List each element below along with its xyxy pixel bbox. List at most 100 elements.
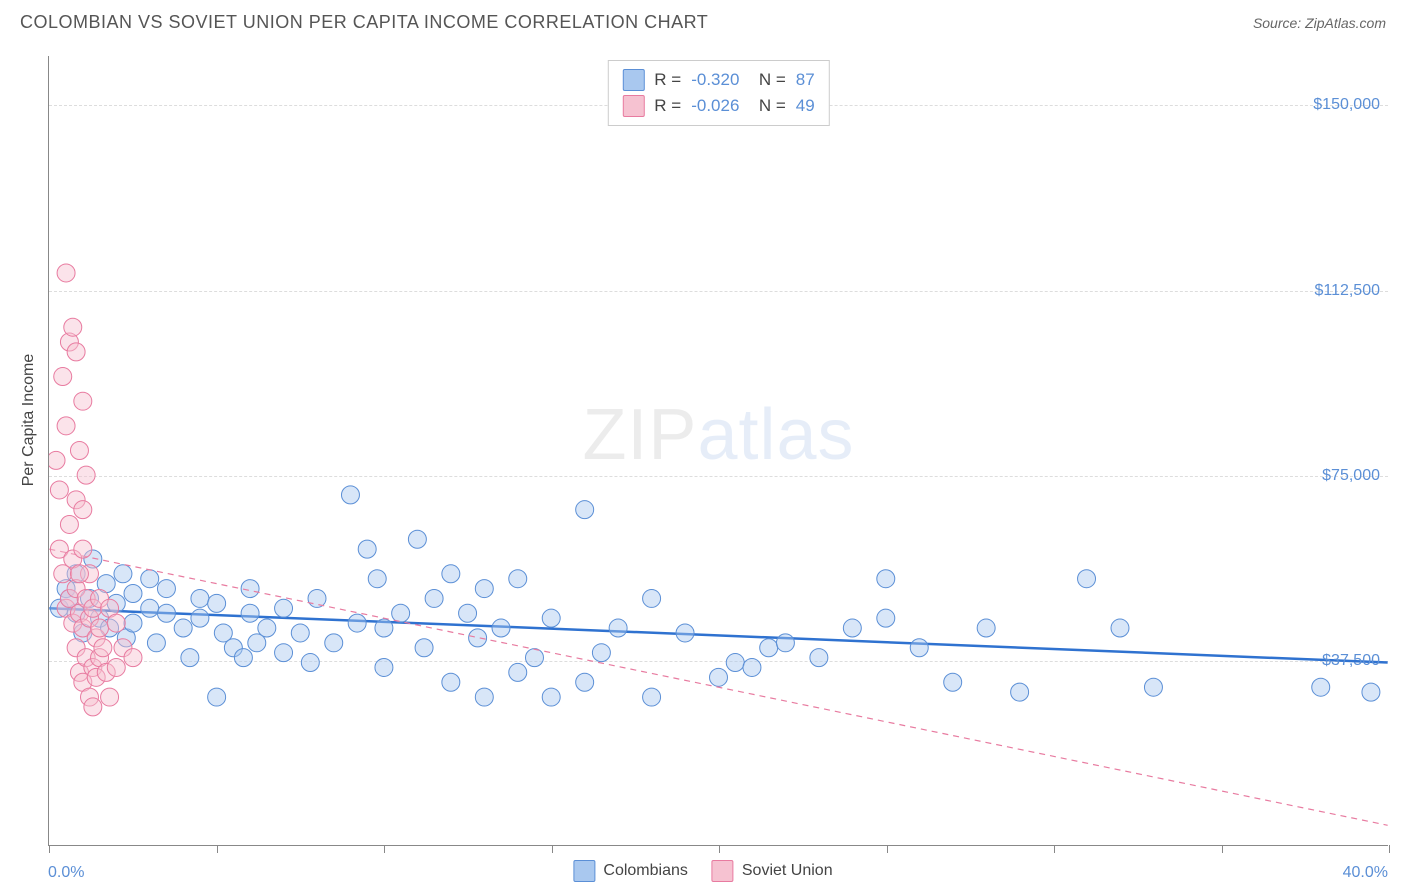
data-point <box>54 368 72 386</box>
data-point <box>643 688 661 706</box>
legend-item: Soviet Union <box>712 860 833 882</box>
n-value: 49 <box>796 96 815 116</box>
y-axis-label: Per Capita Income <box>20 354 38 487</box>
data-point <box>776 634 794 652</box>
data-point <box>275 644 293 662</box>
data-point <box>408 530 426 548</box>
data-point <box>77 466 95 484</box>
chart-title: COLOMBIAN VS SOVIET UNION PER CAPITA INC… <box>20 12 708 33</box>
data-point <box>592 644 610 662</box>
legend-item: Colombians <box>573 860 687 882</box>
data-point <box>49 451 65 469</box>
data-point <box>469 629 487 647</box>
stats-row: R = -0.026 N = 49 <box>622 93 814 119</box>
data-point <box>234 649 252 667</box>
x-tick <box>384 845 385 853</box>
data-point <box>475 688 493 706</box>
data-point <box>492 619 510 637</box>
data-point <box>877 570 895 588</box>
data-point <box>977 619 995 637</box>
x-tick <box>1222 845 1223 853</box>
data-point <box>124 649 142 667</box>
data-point <box>57 264 75 282</box>
data-point <box>141 599 159 617</box>
data-point <box>1144 678 1162 696</box>
data-point <box>459 604 477 622</box>
data-point <box>676 624 694 642</box>
series-swatch <box>622 95 644 117</box>
data-point <box>475 580 493 598</box>
data-point <box>74 501 92 519</box>
n-label: N = <box>749 70 785 90</box>
data-point <box>114 565 132 583</box>
data-point <box>348 614 366 632</box>
legend-label: Colombians <box>603 862 687 880</box>
x-tick <box>887 845 888 853</box>
data-point <box>392 604 410 622</box>
data-point <box>425 589 443 607</box>
data-point <box>50 481 68 499</box>
data-point <box>358 540 376 558</box>
r-label: R = <box>654 96 681 116</box>
data-point <box>375 619 393 637</box>
data-point <box>509 570 527 588</box>
data-point <box>60 515 78 533</box>
data-point <box>147 634 165 652</box>
data-point <box>94 639 112 657</box>
data-point <box>325 634 343 652</box>
series-legend: Colombians Soviet Union <box>573 860 832 882</box>
data-point <box>710 668 728 686</box>
data-point <box>726 654 744 672</box>
data-point <box>609 619 627 637</box>
data-point <box>1011 683 1029 701</box>
data-point <box>67 343 85 361</box>
data-point <box>1078 570 1096 588</box>
n-value: 87 <box>796 70 815 90</box>
data-point <box>157 604 175 622</box>
data-point <box>64 318 82 336</box>
legend-swatch <box>573 860 595 882</box>
data-point <box>258 619 276 637</box>
data-point <box>91 619 109 637</box>
x-axis-min-label: 0.0% <box>48 864 84 882</box>
data-point <box>74 392 92 410</box>
data-point <box>157 580 175 598</box>
data-point <box>124 585 142 603</box>
data-point <box>181 649 199 667</box>
data-point <box>70 565 88 583</box>
data-point <box>910 639 928 657</box>
correlation-stats-box: R = -0.320 N = 87 R = -0.026 N = 49 <box>607 60 829 126</box>
legend-label: Soviet Union <box>742 862 833 880</box>
data-point <box>57 417 75 435</box>
data-point <box>442 673 460 691</box>
data-point <box>509 663 527 681</box>
y-tick-label: $112,500 <box>1314 282 1380 300</box>
data-point <box>1362 683 1380 701</box>
data-point <box>74 540 92 558</box>
data-point <box>107 614 125 632</box>
data-point <box>368 570 386 588</box>
data-point <box>542 688 560 706</box>
data-point <box>415 639 433 657</box>
x-tick <box>1054 845 1055 853</box>
data-point <box>70 442 88 460</box>
legend-swatch <box>712 860 734 882</box>
data-point <box>275 599 293 617</box>
data-point <box>877 609 895 627</box>
scatter-plot-svg <box>49 56 1388 845</box>
data-point <box>944 673 962 691</box>
y-tick-label: $150,000 <box>1313 96 1380 114</box>
n-label: N = <box>749 96 785 116</box>
data-point <box>84 698 102 716</box>
r-value: -0.320 <box>691 70 739 90</box>
x-tick <box>1389 845 1390 853</box>
r-value: -0.026 <box>691 96 739 116</box>
data-point <box>191 589 209 607</box>
data-point <box>107 658 125 676</box>
data-point <box>743 658 761 676</box>
data-point <box>341 486 359 504</box>
data-point <box>576 673 594 691</box>
data-point <box>191 609 209 627</box>
x-tick <box>49 845 50 853</box>
data-point <box>810 649 828 667</box>
